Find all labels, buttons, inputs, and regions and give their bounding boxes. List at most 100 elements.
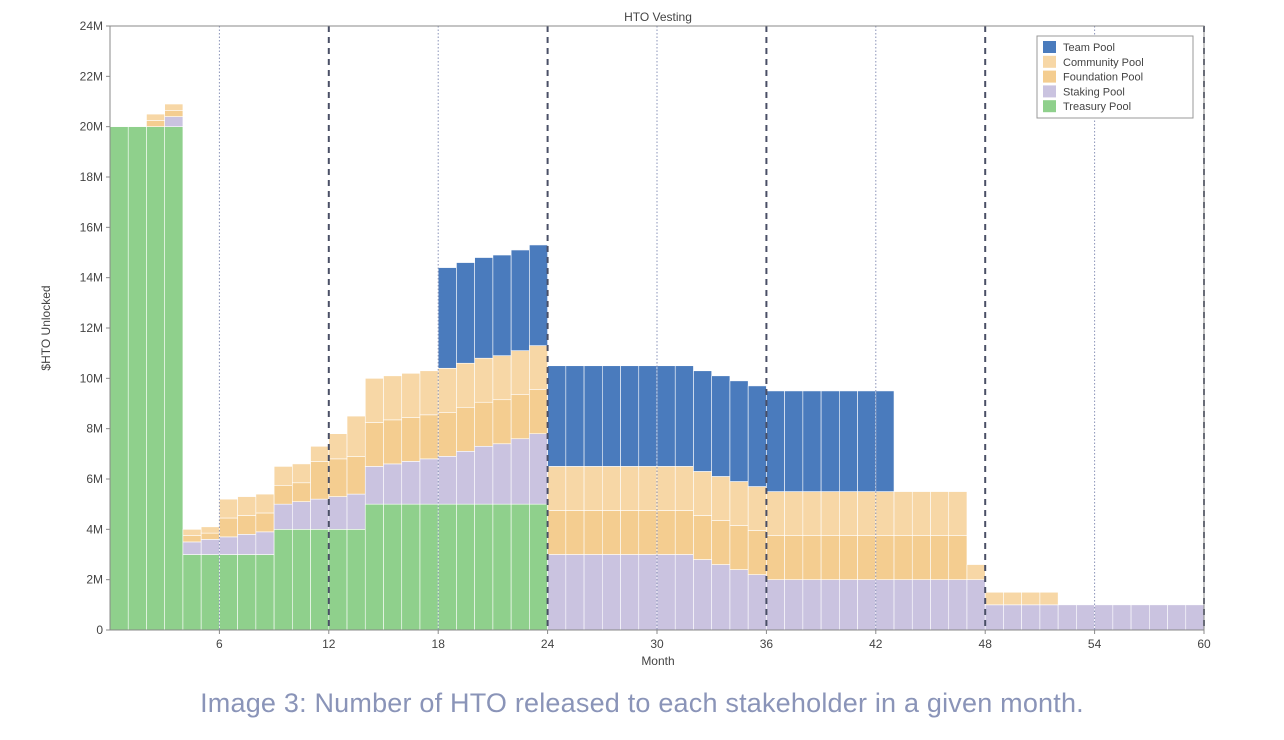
bar-treasury-pool-m5 (182, 554, 202, 631)
bar-staking-pool-m20 (456, 451, 475, 505)
bar-team-pool-m34 (711, 375, 731, 477)
bar-community-pool-m40 (820, 491, 840, 536)
bar-foundation-pool-m40 (820, 535, 840, 580)
y-tick-label: 12M (80, 321, 103, 335)
bar-staking-pool-m36 (747, 574, 767, 631)
bar-staking-pool-m58 (1149, 604, 1168, 631)
bar-foundation-pool-m20 (456, 406, 475, 452)
bar-foundation-pool-m23 (510, 394, 530, 440)
bar-staking-pool-m60 (1185, 604, 1205, 631)
bar-community-pool-m23 (510, 350, 530, 395)
legend-swatch-staking-pool (1043, 85, 1056, 98)
bar-foundation-pool-m42 (857, 535, 877, 580)
x-tick-label: 42 (869, 637, 883, 651)
bar-treasury-pool-m4 (164, 126, 184, 631)
bar-foundation-pool-m24 (529, 389, 548, 434)
bar-staking-pool-m5 (182, 541, 202, 555)
bar-foundation-pool-m7 (219, 517, 238, 538)
bar-team-pool-m36 (747, 385, 767, 487)
bar-community-pool-m41 (839, 491, 858, 536)
bar-team-pool-m23 (510, 249, 530, 351)
bar-treasury-pool-m12 (310, 529, 330, 631)
y-tick-label: 14M (80, 271, 103, 285)
y-tick-label: 20M (80, 120, 103, 134)
bar-community-pool-m22 (492, 355, 512, 401)
legend: Team Pool Community Pool Foundation Pool St… (1036, 35, 1194, 119)
y-tick-label: 22M (80, 69, 103, 83)
bar-community-pool-m50 (1003, 591, 1022, 606)
bar-staking-pool-m59 (1167, 604, 1187, 631)
bar-staking-pool-m56 (1112, 604, 1132, 631)
x-tick-label: 18 (432, 637, 446, 651)
bar-community-pool-m33 (693, 471, 713, 516)
bar-foundation-pool-m33 (693, 515, 713, 560)
bar-team-pool-m21 (474, 257, 494, 359)
bar-community-pool-m36 (747, 486, 767, 531)
bar-team-pool-m37 (766, 390, 785, 492)
bar-treasury-pool-m8 (237, 554, 257, 631)
bar-staking-pool-m51 (1021, 604, 1041, 631)
bar-community-pool-m51 (1021, 591, 1041, 606)
bar-staking-pool-m53 (1057, 604, 1077, 631)
bar-community-pool-m5 (182, 529, 202, 536)
bar-staking-pool-m23 (510, 438, 530, 505)
bar-community-pool-m19 (437, 367, 457, 413)
bar-treasury-pool-m20 (456, 503, 475, 631)
bar-staking-pool-m10 (273, 503, 293, 530)
bar-community-pool-m3 (146, 113, 165, 121)
bar-team-pool-m32 (674, 365, 694, 467)
bar-foundation-pool-m25 (547, 510, 567, 555)
bar-foundation-pool-m41 (839, 535, 858, 580)
bar-foundation-pool-m21 (474, 401, 494, 447)
bar-staking-pool-m32 (674, 554, 694, 631)
bar-community-pool-m38 (784, 491, 804, 536)
x-tick-label: 24 (541, 637, 555, 651)
bar-team-pool-m38 (784, 390, 804, 492)
bar-community-pool-m27 (583, 466, 603, 511)
bar-staking-pool-m16 (383, 463, 403, 505)
bar-foundation-pool-m47 (948, 535, 968, 580)
bar-treasury-pool-m11 (292, 529, 311, 631)
bar-staking-pool-m45 (911, 579, 931, 631)
bar-staking-pool-m33 (693, 559, 713, 631)
bar-foundation-pool-m12 (310, 461, 330, 500)
bar-foundation-pool-m46 (930, 535, 950, 580)
bar-treasury-pool-m2 (127, 126, 147, 631)
bar-foundation-pool-m31 (656, 510, 676, 555)
bar-community-pool-m11 (292, 463, 311, 484)
bar-team-pool-m31 (656, 365, 676, 467)
bar-staking-pool-m6 (200, 539, 220, 555)
bar-community-pool-m7 (219, 498, 238, 519)
bar-staking-pool-m47 (948, 579, 968, 631)
bar-community-pool-m18 (419, 370, 439, 416)
bar-staking-pool-m50 (1003, 604, 1022, 631)
bar-community-pool-m45 (911, 491, 931, 536)
bar-community-pool-m30 (638, 466, 658, 511)
bar-foundation-pool-m8 (237, 515, 257, 535)
x-tick-label: 30 (650, 637, 664, 651)
bar-foundation-pool-m32 (674, 510, 694, 555)
bar-community-pool-m10 (273, 466, 293, 486)
bar-staking-pool-m7 (219, 536, 238, 555)
bar-foundation-pool-m44 (893, 535, 913, 580)
bar-team-pool-m35 (729, 380, 749, 482)
bar-foundation-pool-m43 (875, 535, 895, 580)
bar-team-pool-m42 (857, 390, 877, 492)
bar-staking-pool-m19 (437, 456, 457, 505)
bar-foundation-pool-m27 (583, 510, 603, 555)
bar-treasury-pool-m3 (146, 126, 165, 631)
y-tick-label: 8M (86, 422, 103, 436)
bar-community-pool-m13 (328, 433, 348, 460)
y-tick-label: 18M (80, 170, 103, 184)
bar-team-pool-m28 (601, 365, 621, 467)
bar-staking-pool-m18 (419, 458, 439, 505)
bar-staking-pool-m26 (565, 554, 585, 631)
bar-staking-pool-m29 (620, 554, 640, 631)
bar-staking-pool-m52 (1039, 604, 1059, 631)
bar-treasury-pool-m9 (255, 554, 275, 631)
legend-swatch-treasury-pool (1043, 100, 1056, 113)
bar-team-pool-m40 (820, 390, 840, 492)
bar-team-pool-m27 (583, 365, 603, 467)
bar-staking-pool-m37 (766, 579, 785, 631)
bar-team-pool-m26 (565, 365, 585, 467)
